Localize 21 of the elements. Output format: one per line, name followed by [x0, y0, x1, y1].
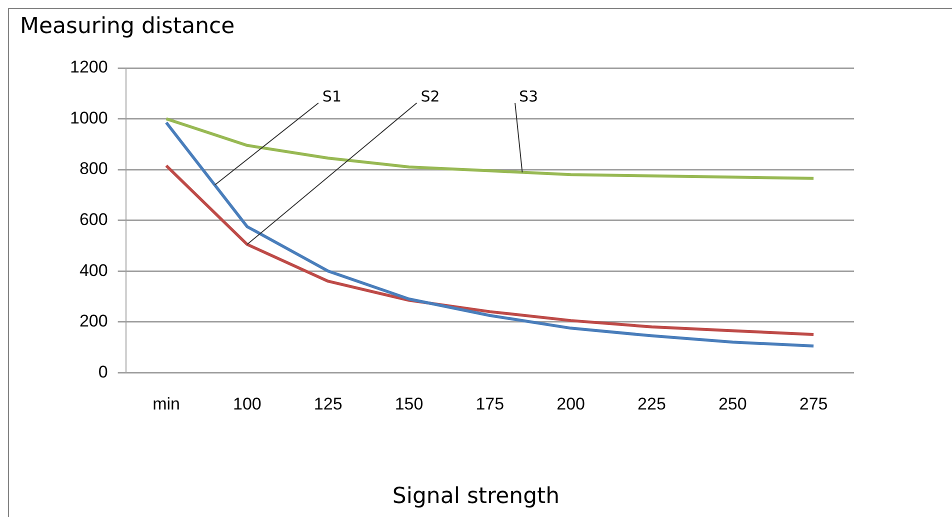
y-tick-label: 1200	[70, 58, 108, 77]
y-tick-label: 1000	[70, 108, 108, 128]
x-axis-title: Signal strength	[391, 484, 561, 509]
x-tick-label: 200	[556, 394, 586, 414]
y-tick-label: 0	[98, 362, 108, 382]
text: S2	[420, 87, 440, 106]
x-tick-label: 125	[314, 394, 342, 414]
x-tick-label: 225	[638, 394, 666, 414]
y-tick-label: 800	[79, 159, 108, 178]
x-tick-label: 150	[394, 394, 424, 414]
x-tick-label: 250	[718, 394, 747, 414]
x-tick-label: 100	[232, 394, 262, 414]
x-tick-label: 275	[799, 394, 828, 414]
text: S1	[322, 87, 342, 106]
x-tick-label: 175	[476, 394, 504, 414]
text: S3	[519, 87, 538, 106]
x-tick-label: min	[152, 394, 180, 414]
y-tick-label: 600	[79, 210, 108, 229]
y-tick-label: 200	[79, 312, 108, 331]
y-axis-title: Measuring distance	[20, 14, 235, 39]
y-tick-label: 400	[79, 260, 108, 280]
